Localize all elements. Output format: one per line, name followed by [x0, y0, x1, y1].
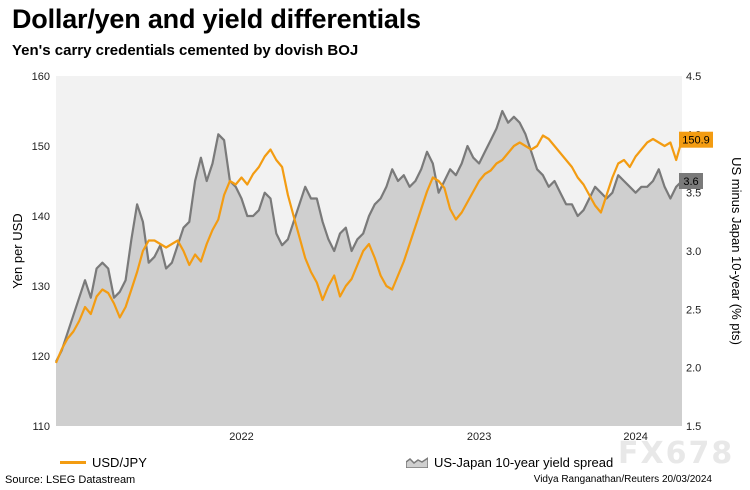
- spread-area: [56, 111, 682, 426]
- spread-end-label: 3.6: [683, 176, 698, 188]
- y-right-tick-label: 2.5: [686, 304, 701, 316]
- y-right-tick-label: 1.5: [686, 421, 701, 433]
- x-tick-label: 2022: [229, 431, 253, 443]
- legend-usdjpy: USD/JPY: [60, 455, 147, 470]
- legend-usdjpy-label: USD/JPY: [92, 455, 147, 470]
- legend-spread-swatch: [406, 457, 428, 468]
- y-right-tick-label: 2.0: [686, 363, 701, 375]
- y-left-tick-label: 110: [32, 421, 50, 433]
- credit-note: Vidya Ranganathan/Reuters 20/03/2024: [533, 474, 712, 485]
- legend-spread-label: US-Japan 10-year yield spread: [434, 455, 614, 470]
- y-left-tick-label: 140: [32, 211, 50, 223]
- y-left-tick-label: 160: [32, 71, 50, 83]
- y-left-axis-title: Yen per USD: [10, 213, 25, 288]
- y-left-tick-label: 130: [32, 281, 50, 293]
- y-left-tick-label: 120: [32, 351, 50, 363]
- legend-usdjpy-swatch: [60, 461, 86, 464]
- usdjpy-line: [54, 134, 684, 364]
- y-right-tick-label: 4.5: [686, 71, 701, 83]
- watermark-logo: FX678: [618, 436, 735, 471]
- source-note: Source: LSEG Datastream: [5, 474, 136, 486]
- chart-title: Dollar/yen and yield differentials: [12, 4, 421, 34]
- y-right-axis-title: US minus Japan 10-year (% pts): [729, 157, 744, 345]
- legend-spread: US-Japan 10-year yield spread: [406, 455, 613, 470]
- x-tick-label: 2023: [467, 431, 491, 443]
- y-right-tick-label: 3.5: [686, 188, 701, 200]
- usdjpy-end-label: 150.9: [682, 135, 710, 147]
- spread-end-badge: [679, 173, 703, 189]
- y-right-tick-label: 3.0: [686, 246, 701, 258]
- usdjpy-end-badge: [679, 131, 713, 148]
- x-tick-label: 2024: [623, 431, 647, 443]
- y-left-tick-label: 150: [32, 141, 50, 153]
- chart-subtitle: Yen's carry credentials cemented by dovi…: [12, 42, 359, 59]
